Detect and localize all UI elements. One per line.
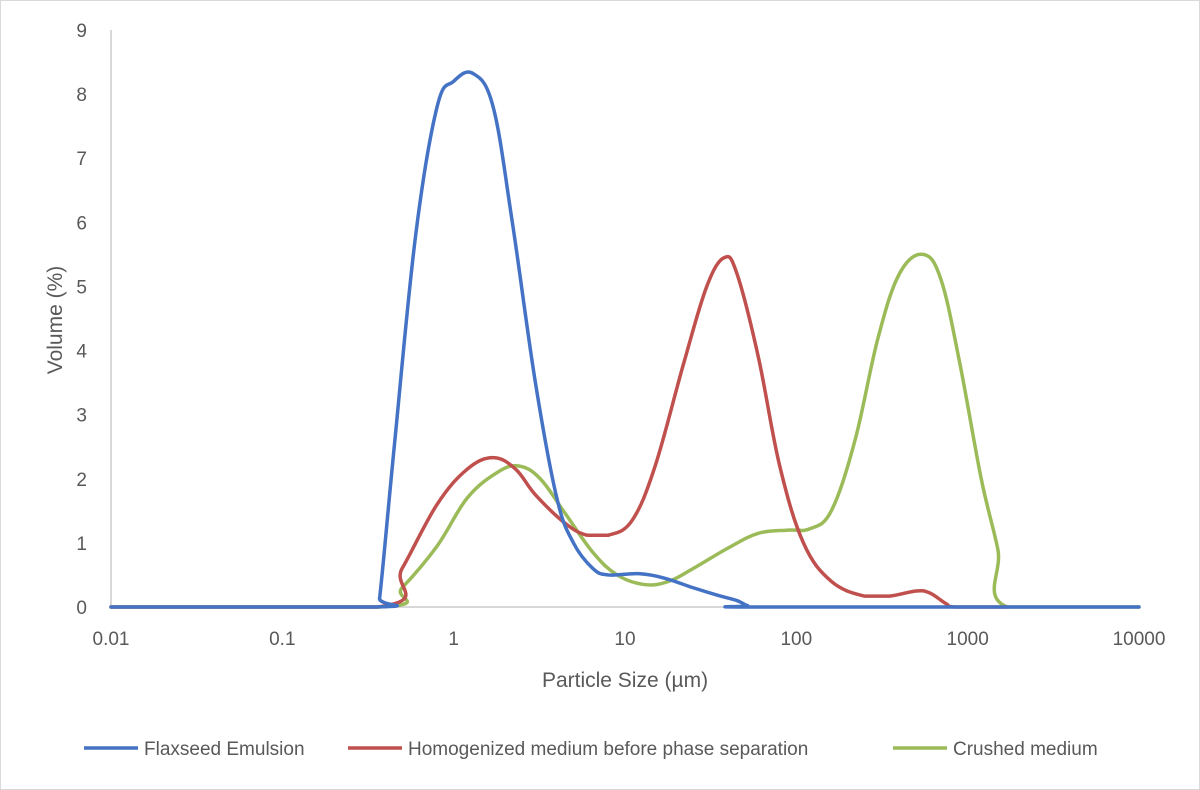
y-axis-title: Volume (%) [44, 266, 67, 375]
legend-label: Flaxseed Emulsion [144, 739, 305, 760]
axes [110, 30, 1139, 608]
series-lines [109, 70, 1141, 609]
x-tick-label: 1 [448, 629, 459, 650]
x-tick-label: 0.1 [269, 629, 295, 650]
legend-label: Crushed medium [953, 739, 1098, 760]
y-tick-label: 2 [76, 470, 87, 491]
tick-labels: 0 1 2 3 4 5 6 7 8 9 0.01 0.1 1 10 100 1000 10000 [76, 21, 1165, 650]
y-tick-label: 3 [76, 406, 87, 427]
y-tick-label: 6 [76, 213, 87, 234]
x-tick-label: 10000 [1113, 629, 1166, 650]
y-tick-label: 1 [76, 534, 87, 555]
y-tick-label: 0 [76, 598, 87, 619]
y-tick-label: 7 [76, 149, 87, 170]
x-axis-title: Particle Size (µm) [542, 669, 708, 692]
y-tick-label: 8 [76, 85, 87, 106]
y-tick-label: 4 [76, 342, 87, 363]
x-tick-label: 0.01 [93, 629, 130, 650]
x-tick-label: 100 [780, 629, 812, 650]
series-line-1 [109, 70, 1141, 609]
y-tick-label: 9 [76, 21, 87, 42]
x-tick-label: 10 [614, 629, 635, 650]
series-line-2 [109, 254, 1009, 609]
series-line-3 [109, 252, 1141, 609]
x-tick-label: 1000 [947, 629, 989, 650]
legend-label: Homogenized medium before phase separati… [408, 739, 808, 760]
y-tick-label: 5 [76, 277, 87, 298]
legend: Flaxseed Emulsion Homogenized medium befo… [84, 739, 1098, 760]
